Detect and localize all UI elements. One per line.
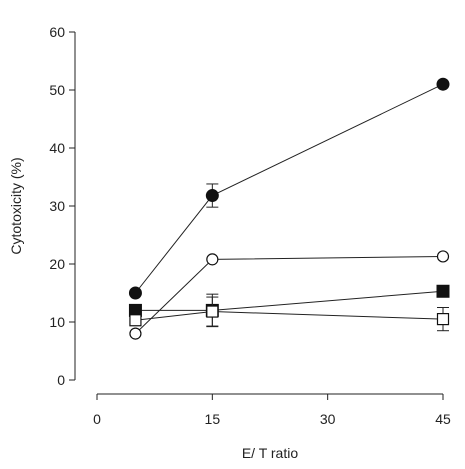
x-tick-label: 45 [435, 411, 451, 427]
y-tick-label: 30 [49, 198, 65, 214]
y-tick-label: 50 [49, 82, 65, 98]
data-point [436, 77, 450, 91]
series-circle-filled [128, 77, 450, 300]
data-point [206, 253, 219, 266]
x-tick-label: 0 [93, 411, 101, 427]
data-point [205, 189, 219, 203]
x-tick-label: 15 [205, 411, 221, 427]
x-axis-label: E/ T ratio [242, 445, 299, 461]
data-point [129, 327, 142, 340]
series-circle-open [129, 250, 450, 340]
data-point [436, 284, 450, 298]
x-ticks: 0 15 30 45 [93, 394, 451, 427]
series-line [135, 290, 444, 311]
y-ticks: 0 10 20 30 40 50 60 [49, 24, 75, 388]
series-square-filled [128, 284, 450, 328]
data-point [129, 314, 142, 327]
data-point [436, 313, 450, 326]
y-tick-label: 10 [49, 314, 65, 330]
data-point [206, 305, 219, 318]
series-line [135, 83, 444, 294]
data-point [436, 250, 450, 263]
y-tick-label: 20 [49, 256, 65, 272]
data-point [128, 286, 142, 300]
series-square-open [129, 296, 450, 332]
x-tick-label: 30 [320, 411, 336, 427]
series-line [135, 311, 444, 321]
y-tick-label: 0 [57, 372, 65, 388]
axes: 0 10 20 30 40 50 60 0 15 30 45 [49, 24, 451, 427]
y-axis-label: Cytotoxicity (%) [8, 157, 24, 254]
y-tick-label: 60 [49, 24, 65, 40]
y-tick-label: 40 [49, 140, 65, 156]
series-layer [128, 77, 450, 340]
